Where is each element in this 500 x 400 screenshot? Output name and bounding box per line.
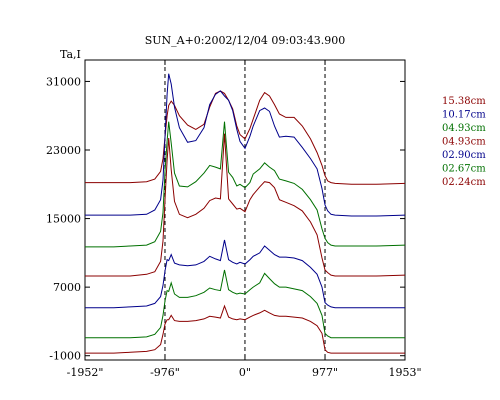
chart-title: SUN_A+0:2002/12/04 09:03:43.900: [145, 34, 346, 47]
series-line: [85, 304, 405, 354]
legend-entry: 02.24cm: [442, 177, 486, 188]
y-tick-label: 7000: [53, 281, 81, 294]
y-tick-label: -1000: [49, 350, 81, 363]
x-tick-label: -1952": [67, 366, 104, 379]
legend-entry: 15.38cm: [442, 96, 486, 107]
series-line: [85, 121, 406, 248]
legend-entry: 02.67cm: [442, 164, 486, 175]
legend-entry: 10.17cm: [442, 110, 486, 121]
x-tick-label: 0": [239, 366, 251, 379]
y-tick-label: 15000: [46, 213, 81, 226]
x-tick-label: 977": [312, 366, 338, 379]
x-tick-label: -976": [150, 366, 180, 379]
legend-entry: 02.90cm: [442, 150, 486, 161]
y-tick-label: 31000: [46, 75, 81, 88]
x-tick-label: 1953": [388, 366, 421, 379]
series-line: [85, 73, 406, 217]
series-line: [85, 269, 405, 339]
legend-entry: 04.93cm: [442, 137, 486, 148]
series-line: [85, 239, 405, 309]
y-tick-label: 23000: [46, 144, 81, 157]
legend-entry: 04.93cm: [442, 123, 486, 134]
series-line: [85, 133, 406, 277]
y-axis-label: Ta,I: [60, 48, 81, 61]
